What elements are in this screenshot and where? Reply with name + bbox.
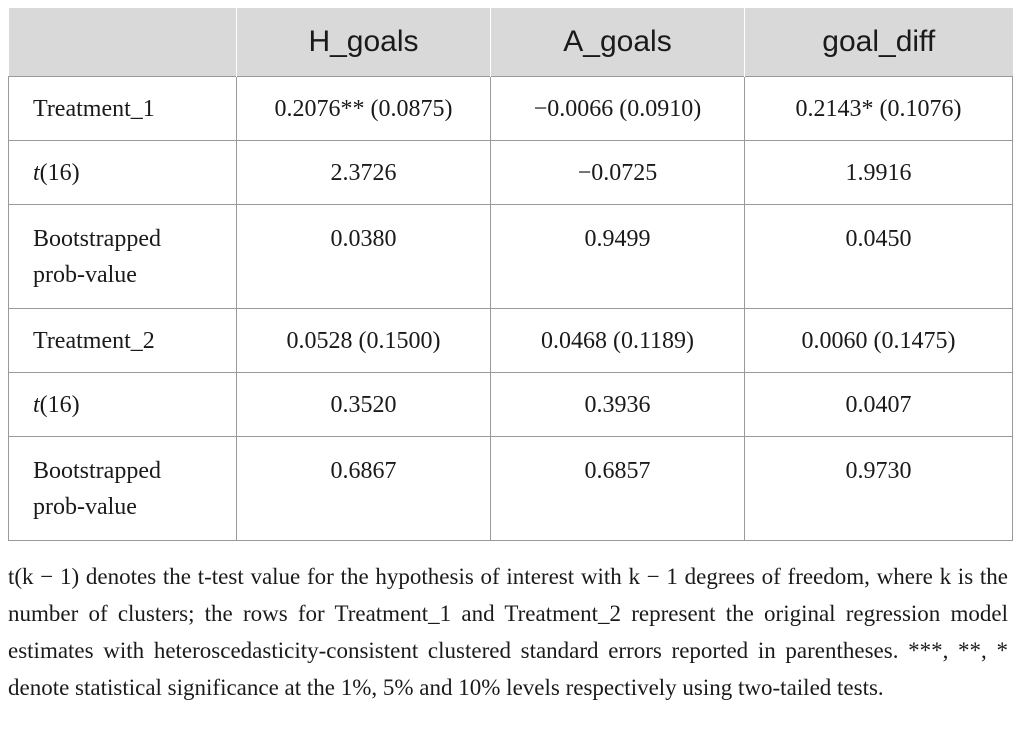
cell-goal-diff: 0.9730: [744, 436, 1013, 541]
cell-a-goals: 0.9499: [490, 204, 745, 309]
cell-h-goals: 0.2076** (0.0875): [236, 76, 491, 141]
table-row: Bootstrapped prob-value 0.0380 0.9499 0.0…: [8, 204, 1013, 309]
label-line-1: Bootstrapped: [33, 226, 161, 252]
cell-a-goals: 0.3936: [490, 372, 745, 437]
label-line-2: prob-value: [33, 494, 137, 520]
header-h-goals: H_goals: [236, 8, 491, 77]
t-symbol: t: [33, 160, 40, 186]
table-row: t(16) 2.3726 −0.0725 1.9916: [8, 140, 1013, 205]
table-row: Treatment_1 0.2076** (0.0875) −0.0066 (0…: [8, 76, 1013, 141]
results-table: H_goals A_goals goal_diff Treatment_1 0.…: [8, 8, 1013, 541]
cell-goal-diff: 0.0060 (0.1475): [744, 308, 1013, 373]
cell-a-goals: −0.0725: [490, 140, 745, 205]
cell-h-goals: 2.3726: [236, 140, 491, 205]
cell-h-goals: 0.0380: [236, 204, 491, 309]
t-symbol: t: [33, 392, 40, 418]
header-a-goals: A_goals: [490, 8, 745, 77]
header-goal-diff: goal_diff: [744, 8, 1013, 77]
header-blank-cell: [8, 8, 237, 77]
cell-a-goals: −0.0066 (0.0910): [490, 76, 745, 141]
results-table-container: H_goals A_goals goal_diff Treatment_1 0.…: [8, 8, 1013, 541]
label-line-1: Bootstrapped: [33, 458, 161, 484]
t-df: (16): [39, 392, 80, 418]
cell-h-goals: 0.6867: [236, 436, 491, 541]
table-footnote: t(k − 1) denotes the t-test value for th…: [8, 564, 1008, 700]
table-row: Bootstrapped prob-value 0.6867 0.6857 0.9…: [8, 436, 1013, 541]
row-label-treatment-1: Treatment_1: [8, 76, 237, 141]
cell-goal-diff: 0.2143* (0.1076): [744, 76, 1013, 141]
cell-a-goals: 0.6857: [490, 436, 745, 541]
cell-goal-diff: 0.0407: [744, 372, 1013, 437]
t-df: (16): [39, 160, 80, 186]
row-label-bootstrapped: Bootstrapped prob-value: [8, 436, 237, 541]
label-line-2: prob-value: [33, 262, 137, 288]
cell-goal-diff: 0.0450: [744, 204, 1013, 309]
table-row: t(16) 0.3520 0.3936 0.0407: [8, 372, 1013, 437]
cell-h-goals: 0.3520: [236, 372, 491, 437]
cell-h-goals: 0.0528 (0.1500): [236, 308, 491, 373]
row-label-t-stat: t(16): [8, 140, 237, 205]
table-body: Treatment_1 0.2076** (0.0875) −0.0066 (0…: [8, 76, 1013, 541]
row-label-bootstrapped: Bootstrapped prob-value: [8, 204, 237, 309]
header-row: H_goals A_goals goal_diff: [8, 8, 1013, 77]
table-row: Treatment_2 0.0528 (0.1500) 0.0468 (0.11…: [8, 308, 1013, 373]
table-header: H_goals A_goals goal_diff: [8, 8, 1013, 77]
row-label-t-stat: t(16): [8, 372, 237, 437]
cell-goal-diff: 1.9916: [744, 140, 1013, 205]
row-label-treatment-2: Treatment_2: [8, 308, 237, 373]
cell-a-goals: 0.0468 (0.1189): [490, 308, 745, 373]
